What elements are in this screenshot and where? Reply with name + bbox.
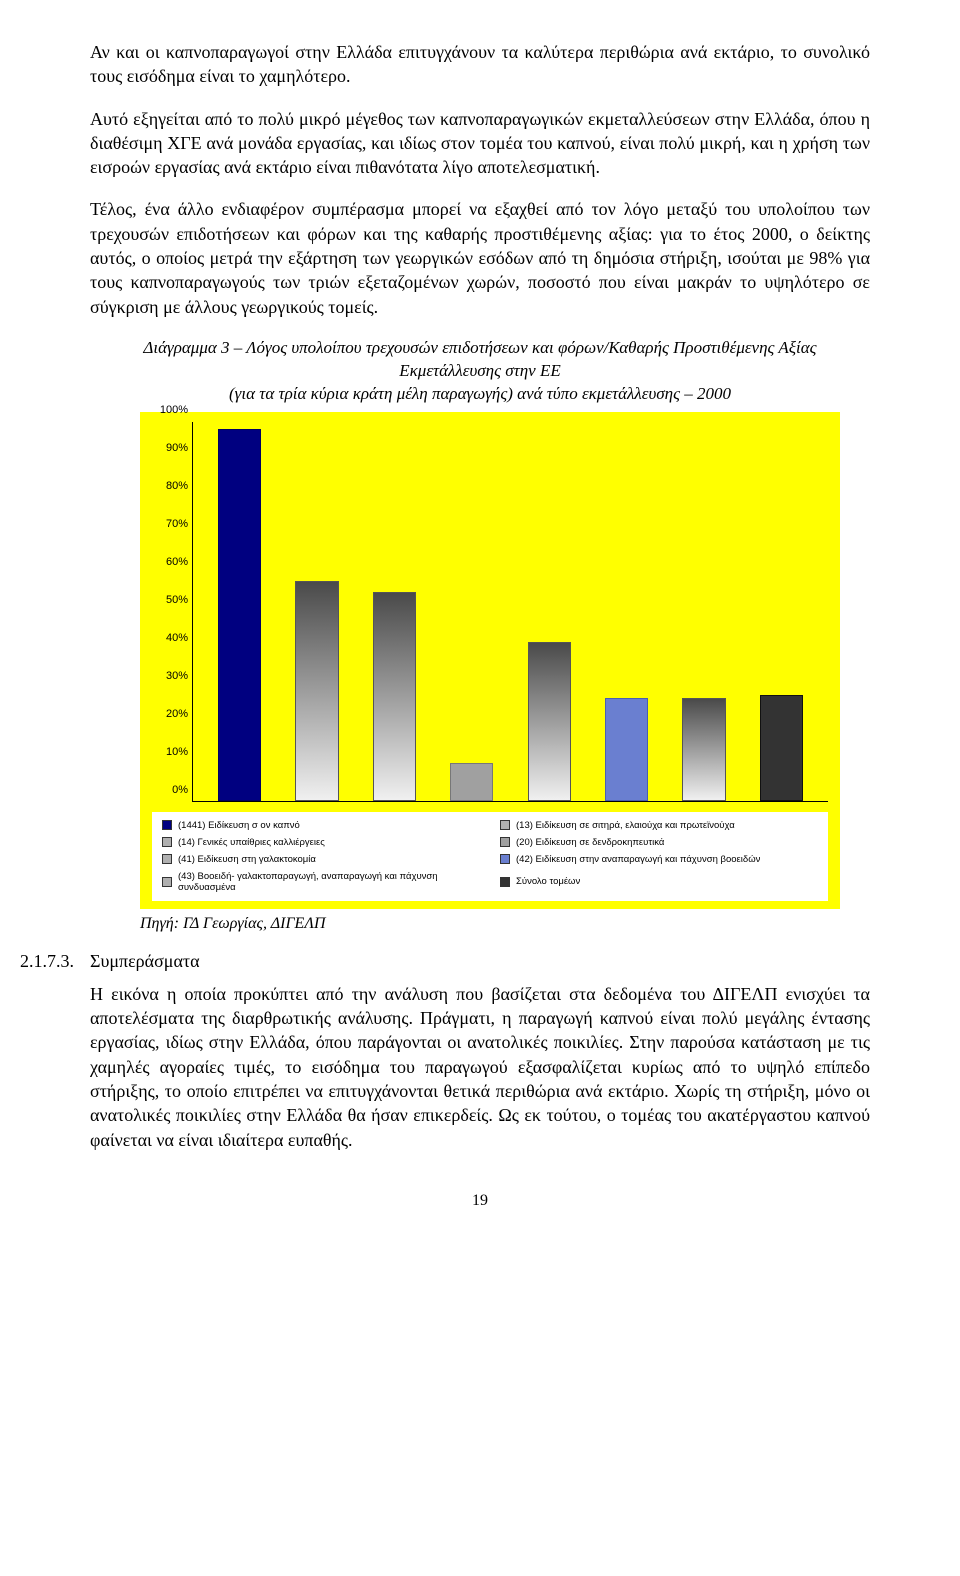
chart-legend-item: (43) Βοοειδή- γαλακτοπαραγωγή, αναπαραγω… <box>162 871 480 893</box>
chart-legend-item: (14) Γενικές υπαίθριες καλλιέργειες <box>162 837 480 848</box>
legend-label: (43) Βοοειδή- γαλακτοπαραγωγή, αναπαραγω… <box>178 871 480 893</box>
chart-y-tick: 50% <box>166 594 188 606</box>
chart-y-tick: 30% <box>166 670 188 682</box>
paragraph-2: Αυτό εξηγείται από το πολύ μικρό μέγεθος… <box>90 107 870 180</box>
chart-y-tick: 40% <box>166 632 188 644</box>
chart-bar <box>450 763 493 801</box>
paragraph-1: Αν και οι καπνοπαραγωγοί στην Ελλάδα επι… <box>90 40 870 89</box>
chart-y-axis: 0%10%20%30%40%50%60%70%80%90%100% <box>152 422 192 802</box>
chart-legend-item: Σύνολο τομέων <box>500 871 818 893</box>
chart-bar-slot <box>596 422 658 801</box>
chart-y-tick: 90% <box>166 442 188 454</box>
chart-y-tick: 60% <box>166 556 188 568</box>
page-number: 19 <box>90 1192 870 1210</box>
legend-swatch <box>162 854 172 864</box>
chart-bar <box>218 429 261 800</box>
section-row: 2.1.7.3. Συμπεράσματα <box>20 951 870 972</box>
chart-bar <box>605 698 648 800</box>
legend-swatch <box>162 837 172 847</box>
legend-label: (14) Γενικές υπαίθριες καλλιέργειες <box>178 837 325 848</box>
chart-y-tick: 0% <box>172 784 188 796</box>
legend-label: (41) Ειδίκευση στη γαλακτοκομία <box>178 854 316 865</box>
chart-bar-slot <box>673 422 735 801</box>
legend-swatch <box>162 877 172 887</box>
chart-bar <box>295 581 338 801</box>
chart-y-tick: 100% <box>160 404 188 416</box>
chart-source: Πηγή: ΓΔ Γεωργίας, ΔΙΓΕΛΠ <box>140 915 870 933</box>
chart-caption: Διάγραμμα 3 – Λόγος υπολοίπου τρεχουσών … <box>90 337 870 406</box>
legend-swatch <box>500 820 510 830</box>
legend-label: (20) Ειδίκευση σε δενδροκηπευτικά <box>516 837 664 848</box>
chart-plot-area: 0%10%20%30%40%50%60%70%80%90%100% <box>192 422 828 802</box>
paragraph-3: Τέλος, ένα άλλο ενδιαφέρον συμπέρασμα μπ… <box>90 197 870 318</box>
chart-bar-slot <box>209 422 271 801</box>
chart-legend-item: (41) Ειδίκευση στη γαλακτοκομία <box>162 854 480 865</box>
chart-container: 0%10%20%30%40%50%60%70%80%90%100% (1441)… <box>140 412 840 909</box>
chart-y-tick: 80% <box>166 480 188 492</box>
chart-bar-slot <box>518 422 580 801</box>
legend-swatch <box>500 837 510 847</box>
chart-caption-line2: Εκμετάλλευσης στην ΕΕ <box>399 361 560 380</box>
section-heading: Συμπεράσματα <box>90 951 200 972</box>
chart-bar-slot <box>441 422 503 801</box>
chart-y-tick: 20% <box>166 708 188 720</box>
chart-bar-slot <box>286 422 348 801</box>
chart-caption-line3: (για τα τρία κύρια κράτη μέλη παραγωγής)… <box>229 384 731 403</box>
chart-bars <box>192 422 828 802</box>
chart-legend: (1441) Ειδίκευση σ ον καπνό (13) Ειδίκευσ… <box>152 812 828 901</box>
legend-label: (42) Ειδίκευση στην αναπαραγωγή και πάχυ… <box>516 854 760 865</box>
chart-bar <box>528 642 571 801</box>
chart-legend-item: (42) Ειδίκευση στην αναπαραγωγή και πάχυ… <box>500 854 818 865</box>
chart-bar <box>373 592 416 800</box>
legend-label: (1441) Ειδίκευση σ ον καπνό <box>178 820 300 831</box>
chart-bar <box>760 695 803 801</box>
chart-legend-item: (20) Ειδίκευση σε δενδροκηπευτικά <box>500 837 818 848</box>
legend-label: Σύνολο τομέων <box>516 876 580 887</box>
chart-y-tick: 70% <box>166 518 188 530</box>
chart-legend-item: (13) Ειδίκευση σε σιτηρά, ελαιούχα και π… <box>500 820 818 831</box>
legend-label: (13) Ειδίκευση σε σιτηρά, ελαιούχα και π… <box>516 820 735 831</box>
legend-swatch <box>162 820 172 830</box>
section-number: 2.1.7.3. <box>20 951 90 972</box>
chart-y-tick: 10% <box>166 746 188 758</box>
legend-swatch <box>500 877 510 887</box>
chart-bar <box>682 698 725 800</box>
chart-bar-slot <box>750 422 812 801</box>
paragraph-4: Η εικόνα η οποία προκύπτει από την ανάλυ… <box>90 982 870 1152</box>
chart-bar-slot <box>363 422 425 801</box>
chart-box: 0%10%20%30%40%50%60%70%80%90%100% (1441)… <box>140 412 840 909</box>
legend-swatch <box>500 854 510 864</box>
chart-legend-item: (1441) Ειδίκευση σ ον καπνό <box>162 820 480 831</box>
chart-caption-line1: Διάγραμμα 3 – Λόγος υπολοίπου τρεχουσών … <box>143 338 816 357</box>
